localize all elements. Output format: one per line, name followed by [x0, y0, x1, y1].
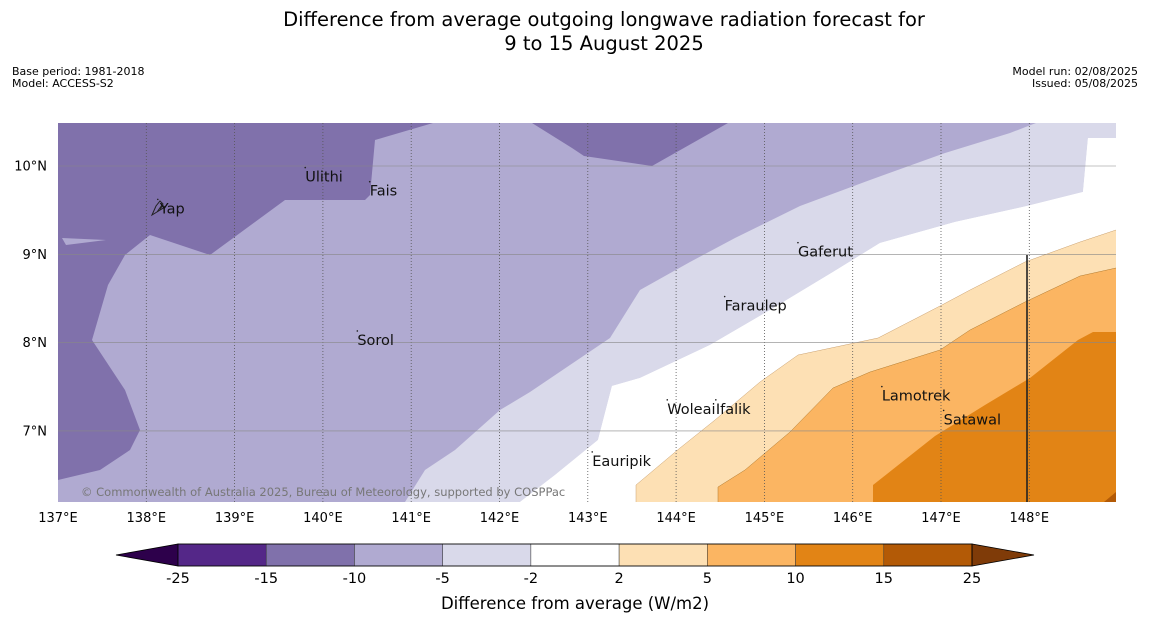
place-marker: [723, 295, 726, 298]
place-marker: [591, 451, 594, 453]
map: Ulithi Fais Yap Gaferut Faraulep Sorol Lamotre…: [14, 123, 1116, 526]
place-label: Fais: [370, 184, 397, 200]
place-label: Woleai: [667, 402, 715, 418]
model-run: Model run: 02/08/2025: [1012, 65, 1138, 78]
region-plus15-plus25: [1104, 492, 1116, 502]
colorbar-box: [795, 543, 885, 567]
place-label: Lamotrek: [882, 389, 951, 405]
lon-tick-label: 139°E: [215, 511, 255, 526]
model-name: Model: ACCESS-S2: [12, 77, 114, 90]
place-marker: [304, 166, 307, 169]
colorbar-frame: [177, 543, 973, 567]
colorbar-tick-label: 5: [703, 571, 712, 587]
place-marker: [881, 385, 883, 388]
colorbar-tick-label: 15: [875, 571, 893, 587]
colorbar-box: [707, 543, 796, 567]
region-minus15-minus10-west: [58, 123, 433, 480]
meta-right: Model run: 02/08/2025 Issued: 05/08/2025: [1012, 66, 1138, 90]
place-label: Gaferut: [798, 245, 853, 261]
chart-title: Difference from average outgoing longwav…: [0, 8, 1150, 56]
lon-tick-label: 143°E: [568, 511, 608, 526]
copyright-text: © Commonwealth of Australia 2025, Bureau…: [81, 485, 565, 499]
place-marker: [666, 399, 669, 401]
place-label: Eauripik: [592, 454, 651, 470]
olr-anomaly-field: [58, 123, 1116, 502]
colorbar-label: Difference from average (W/m2): [440, 594, 710, 613]
lon-tick-label: 142°E: [480, 511, 520, 526]
colorbar-tick-labels: -25 -15 -10 -5 -2 2 5 10 15 25: [166, 571, 981, 587]
lon-tick-label: 141°E: [391, 511, 431, 526]
region-plus10-plus15: [873, 332, 1116, 502]
lon-tick-label: 140°E: [303, 511, 343, 526]
lon-tick-label: 145°E: [745, 511, 785, 526]
colorbar-box: [530, 543, 620, 567]
colorbar-tick-label: -10: [343, 571, 367, 587]
place-label: Satawal: [944, 412, 1001, 428]
place-marker: [715, 399, 717, 401]
colorbar-box: [354, 543, 443, 567]
place-marker: [368, 180, 371, 183]
place-marker: [942, 409, 945, 412]
colorbar-tick-label: 25: [963, 571, 981, 587]
lon-tick-label: 144°E: [656, 511, 696, 526]
region-minus10-minus5-gap: [62, 238, 106, 245]
colorbar-tick-label: -2: [524, 571, 538, 587]
colorbar-under-triangle: [115, 543, 179, 567]
place-labels: Ulithi Fais Yap Gaferut Faraulep Sorol Lamotre…: [156, 166, 1001, 470]
colorbar-box: [265, 543, 355, 567]
colorbar-tick-label: 2: [614, 571, 623, 587]
title-line-2: 9 to 15 August 2025: [504, 32, 704, 55]
lat-tick-label: 9°N: [23, 248, 48, 263]
lon-tick-label: 138°E: [127, 511, 167, 526]
lon-tick-label: 137°E: [38, 511, 78, 526]
lon-tick-label: 148°E: [1010, 511, 1050, 526]
colorbar-boxes: [115, 543, 1035, 567]
place-label: Ifalik: [716, 402, 751, 418]
base-period: Base period: 1981-2018: [12, 65, 145, 78]
title-line-1: Difference from average outgoing longwav…: [283, 8, 925, 31]
lon-tick-label: 146°E: [833, 511, 873, 526]
lon-tick-label: 147°E: [921, 511, 961, 526]
colorbar-tick-label: -15: [254, 571, 278, 587]
place-marker: [797, 241, 799, 244]
issued-date: Issued: 05/08/2025: [1031, 77, 1138, 90]
place-label: Faraulep: [725, 299, 787, 315]
colorbar-box: [883, 543, 973, 567]
place-label: Sorol: [357, 333, 394, 349]
colorbar-box: [618, 543, 708, 567]
region-minus15-minus10-north: [532, 123, 728, 166]
latitude-tick-labels: 10°N 9°N 8°N 7°N: [14, 160, 47, 440]
colorbar-box: [442, 543, 532, 567]
place-label: Ulithi: [305, 170, 343, 186]
lat-tick-label: 7°N: [23, 424, 48, 439]
place-label: Yap: [159, 201, 185, 217]
colorbar-tick-label: -5: [435, 571, 449, 587]
region-minus10-minus5: [58, 123, 1036, 502]
place-marker: [356, 330, 359, 332]
colorbar-tick-label: -25: [166, 571, 190, 587]
map-gridlines: [58, 123, 1116, 502]
longitude-tick-labels: 137°E 138°E 139°E 140°E 141°E 142°E 143°E 144°E…: [38, 511, 1049, 526]
meta-left: Base period: 1981-2018 Model: ACCESS-S2: [12, 66, 144, 90]
colorbar-box: [177, 543, 267, 567]
place-marker: [156, 198, 159, 201]
colorbar-tick-label: 10: [786, 571, 804, 587]
yap-island-outline: [150, 200, 166, 217]
colorbar-over-triangle: [971, 543, 1035, 567]
lat-tick-label: 8°N: [23, 336, 48, 351]
lat-tick-label: 10°N: [14, 160, 47, 175]
